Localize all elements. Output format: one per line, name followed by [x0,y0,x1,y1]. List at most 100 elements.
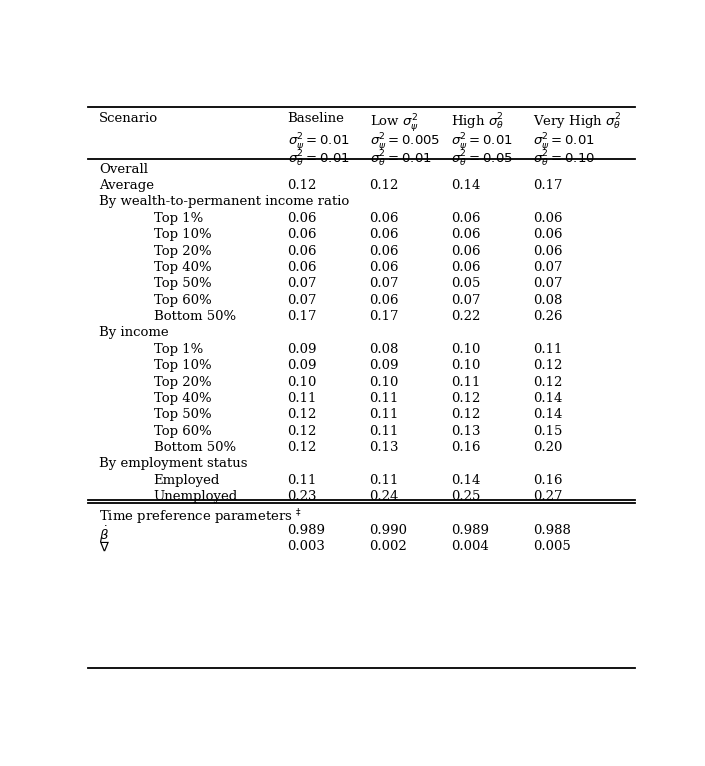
Text: $\sigma_{\psi}^2 = 0.01$: $\sigma_{\psi}^2 = 0.01$ [451,131,513,153]
Text: 0.06: 0.06 [288,228,317,241]
Text: 0.11: 0.11 [369,424,399,437]
Text: 0.13: 0.13 [451,424,481,437]
Text: 0.12: 0.12 [534,375,563,388]
Text: High $\sigma_{\theta}^2$: High $\sigma_{\theta}^2$ [451,112,504,133]
Text: 0.12: 0.12 [288,424,317,437]
Text: Top 40%: Top 40% [154,261,212,274]
Text: Employed: Employed [154,474,220,487]
Text: 0.07: 0.07 [288,293,317,306]
Text: 0.12: 0.12 [288,179,317,192]
Text: 0.989: 0.989 [451,524,489,537]
Text: $\sigma_{\theta}^2 = 0.10$: $\sigma_{\theta}^2 = 0.10$ [534,149,596,169]
Text: $\nabla$: $\nabla$ [99,540,110,554]
Text: 0.17: 0.17 [369,310,399,323]
Text: Top 50%: Top 50% [154,408,212,421]
Text: 0.17: 0.17 [288,310,317,323]
Text: 0.09: 0.09 [288,359,317,372]
Text: 0.06: 0.06 [534,212,563,225]
Text: 0.27: 0.27 [534,490,563,503]
Text: 0.990: 0.990 [369,524,407,537]
Text: 0.06: 0.06 [369,244,399,257]
Text: Unemployed: Unemployed [154,490,238,503]
Text: 0.16: 0.16 [451,441,481,454]
Text: 0.07: 0.07 [288,277,317,290]
Text: Top 40%: Top 40% [154,392,212,405]
Text: Top 20%: Top 20% [154,375,212,388]
Text: By income: By income [99,326,168,339]
Text: Top 10%: Top 10% [154,228,212,241]
Text: 0.12: 0.12 [288,408,317,421]
Text: 0.989: 0.989 [288,524,326,537]
Text: 0.11: 0.11 [534,343,563,356]
Text: 0.12: 0.12 [451,392,481,405]
Text: 0.06: 0.06 [369,228,399,241]
Text: 0.15: 0.15 [534,424,563,437]
Text: 0.12: 0.12 [288,441,317,454]
Text: 0.11: 0.11 [451,375,481,388]
Text: 0.11: 0.11 [288,392,317,405]
Text: 0.12: 0.12 [534,359,563,372]
Text: 0.12: 0.12 [451,408,481,421]
Text: 0.11: 0.11 [369,392,399,405]
Text: 0.002: 0.002 [369,540,407,553]
Text: 0.06: 0.06 [369,293,399,306]
Text: 0.16: 0.16 [534,474,563,487]
Text: Overall: Overall [99,162,148,175]
Text: By wealth-to-permanent income ratio: By wealth-to-permanent income ratio [99,195,349,208]
Text: 0.988: 0.988 [534,524,571,537]
Text: Top 60%: Top 60% [154,424,212,437]
Text: Time preference parameters $^{\ddagger}$: Time preference parameters $^{\ddagger}$ [99,508,302,527]
Text: 0.25: 0.25 [451,490,481,503]
Text: Very High $\sigma_{\theta}^2$: Very High $\sigma_{\theta}^2$ [534,112,622,133]
Text: $\sigma_{\psi}^2 = 0.005$: $\sigma_{\psi}^2 = 0.005$ [369,131,440,153]
Text: 0.17: 0.17 [534,179,563,192]
Text: 0.10: 0.10 [451,359,481,372]
Text: $\sigma_{\psi}^2 = 0.01$: $\sigma_{\psi}^2 = 0.01$ [288,131,350,153]
Text: 0.20: 0.20 [534,441,563,454]
Text: 0.24: 0.24 [369,490,399,503]
Text: 0.09: 0.09 [288,343,317,356]
Text: 0.06: 0.06 [451,261,481,274]
Text: 0.06: 0.06 [369,261,399,274]
Text: 0.10: 0.10 [288,375,317,388]
Text: 0.26: 0.26 [534,310,563,323]
Text: 0.06: 0.06 [451,244,481,257]
Text: Low $\sigma_{\psi}^2$: Low $\sigma_{\psi}^2$ [369,112,419,134]
Text: 0.05: 0.05 [451,277,481,290]
Text: 0.14: 0.14 [451,179,481,192]
Text: $\sigma_{\psi}^2 = 0.01$: $\sigma_{\psi}^2 = 0.01$ [534,131,595,153]
Text: 0.004: 0.004 [451,540,489,553]
Text: Top 1%: Top 1% [154,212,203,225]
Text: 0.06: 0.06 [534,244,563,257]
Text: Average: Average [99,179,154,192]
Text: 0.06: 0.06 [288,212,317,225]
Text: 0.06: 0.06 [288,244,317,257]
Text: $\sigma_{\theta}^2 = 0.05$: $\sigma_{\theta}^2 = 0.05$ [451,149,513,169]
Text: By employment status: By employment status [99,457,247,470]
Text: 0.06: 0.06 [451,228,481,241]
Text: 0.06: 0.06 [369,212,399,225]
Text: Bottom 50%: Bottom 50% [154,310,235,323]
Text: 0.07: 0.07 [369,277,399,290]
Text: Scenario: Scenario [99,112,158,125]
Text: Top 10%: Top 10% [154,359,212,372]
Text: 0.003: 0.003 [288,540,326,553]
Text: 0.12: 0.12 [369,179,399,192]
Text: 0.08: 0.08 [534,293,563,306]
Text: 0.06: 0.06 [534,228,563,241]
Text: 0.07: 0.07 [534,261,563,274]
Text: 0.08: 0.08 [369,343,399,356]
Text: 0.23: 0.23 [288,490,317,503]
Text: Top 50%: Top 50% [154,277,212,290]
Text: 0.07: 0.07 [451,293,481,306]
Text: $\dot{\beta}$: $\dot{\beta}$ [99,524,109,545]
Text: 0.06: 0.06 [288,261,317,274]
Text: 0.06: 0.06 [451,212,481,225]
Text: 0.10: 0.10 [369,375,399,388]
Text: Bottom 50%: Bottom 50% [154,441,235,454]
Text: 0.11: 0.11 [288,474,317,487]
Text: 0.11: 0.11 [369,408,399,421]
Text: 0.14: 0.14 [451,474,481,487]
Text: Baseline: Baseline [288,112,345,125]
Text: 0.13: 0.13 [369,441,399,454]
